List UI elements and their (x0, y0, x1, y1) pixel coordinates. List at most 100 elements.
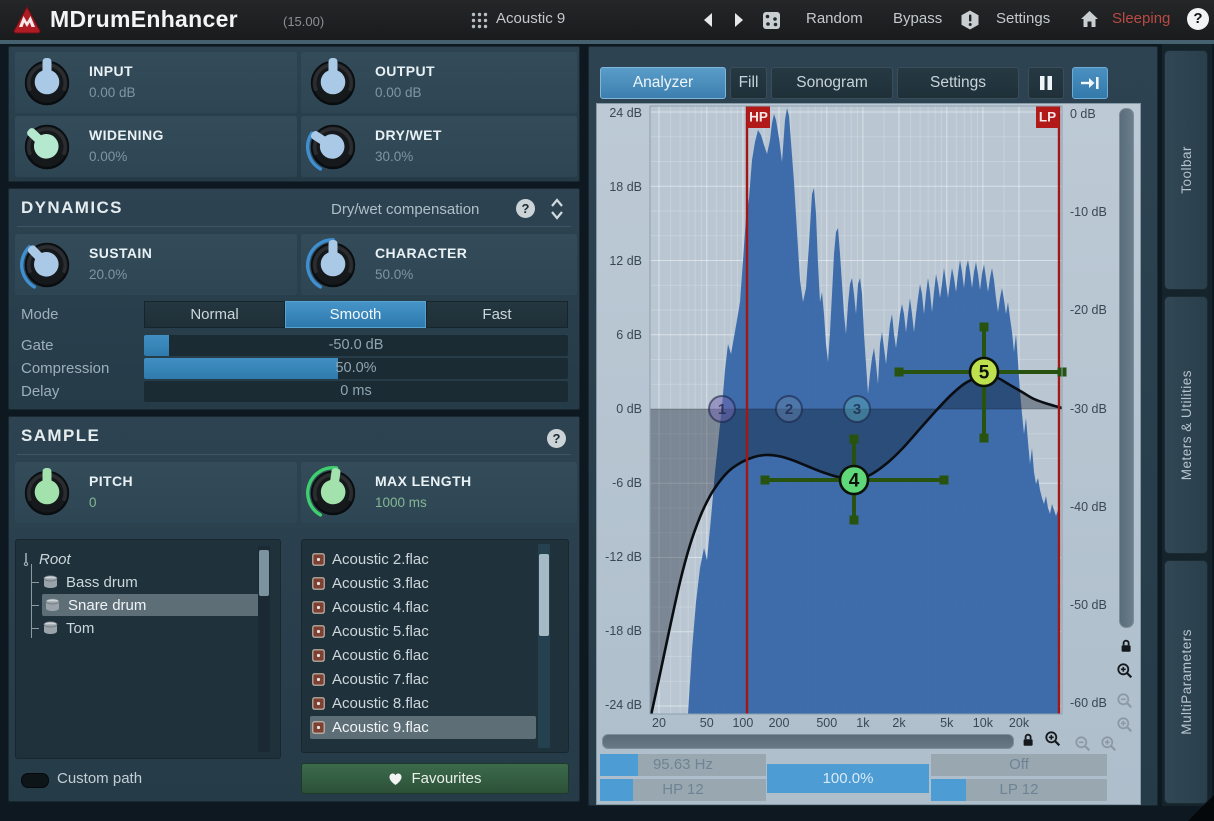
preset-name[interactable]: Acoustic 9 (496, 10, 566, 27)
file-item-acoustic-2-flac[interactable]: Acoustic 2.flac (310, 548, 536, 571)
mix-bar[interactable]: 100.0% (767, 764, 929, 793)
file-item-acoustic-3-flac[interactable]: Acoustic 3.flac (310, 572, 536, 595)
tree-item-snare-drum[interactable]: Snare drum (42, 594, 266, 616)
vertical-zoom-out-icon[interactable] (1116, 692, 1134, 715)
input-knob-row: INPUT 0.00 dB (15, 52, 297, 113)
hp-frequency-bar[interactable]: 95.63 Hz (600, 754, 766, 776)
hp-slope-bar[interactable]: HP 12 (600, 779, 766, 801)
tree-item-bass-drum[interactable]: Bass drum (42, 571, 138, 593)
previous-preset-icon[interactable] (702, 12, 714, 28)
normalize-button[interactable] (1072, 67, 1108, 99)
side-tab-meters-utilities[interactable]: Meters & Utilities (1164, 296, 1208, 554)
compression-slider[interactable]: 50.0% (144, 358, 568, 379)
vertical-zoom-slider[interactable] (1119, 108, 1134, 628)
db-scale-right-label: -60 dB (1070, 696, 1107, 710)
sample-file-icon (312, 721, 325, 734)
drywet-knob[interactable] (305, 119, 361, 180)
sustain-knob[interactable] (19, 237, 75, 298)
side-tab-label: MultiParameters (1178, 629, 1194, 735)
file-item-acoustic-5-flac[interactable]: Acoustic 5.flac (310, 620, 536, 643)
pitch-label: PITCH (89, 473, 133, 489)
tab-analyzer[interactable]: Analyzer (600, 67, 726, 99)
file-item-acoustic-8-flac[interactable]: Acoustic 8.flac (310, 692, 536, 715)
horizontal-zoom-out-icon[interactable] (1074, 735, 1092, 758)
side-tab-label: Meters & Utilities (1178, 369, 1194, 481)
arrow-to-bar-icon (1081, 77, 1099, 89)
spectrum-chart[interactable]: HP LP 1 2 3 4 5 (597, 104, 1142, 806)
db-scale-right-label: -30 dB (1070, 401, 1107, 416)
random-button[interactable]: Random (806, 10, 863, 27)
tab-settings[interactable]: Settings (897, 67, 1019, 99)
lp-slope-bar[interactable]: LP 12 (931, 779, 1107, 801)
pause-button[interactable] (1028, 67, 1064, 99)
home-icon[interactable] (1080, 10, 1099, 28)
help-icon[interactable]: ? (1187, 8, 1209, 30)
sample-file-icon (312, 697, 325, 710)
file-scrollbar-thumb[interactable] (539, 554, 549, 636)
delay-slider[interactable]: 0 ms (144, 381, 568, 402)
gate-value: -50.0 dB (328, 337, 384, 353)
drywet-knob-row: DRY/WET 30.0% (301, 116, 577, 177)
drywet-compensation-label[interactable]: Dry/wet compensation (331, 201, 480, 218)
collapse-chevrons-icon[interactable] (550, 197, 564, 221)
file-scrollbar[interactable] (538, 544, 550, 748)
character-knob[interactable] (305, 237, 361, 298)
top-accent-strip (0, 40, 1214, 44)
output-knob[interactable] (305, 55, 361, 116)
db-scale-left-label: 0 dB (616, 402, 642, 416)
file-item-acoustic-9-flac[interactable]: Acoustic 9.flac (310, 716, 536, 739)
side-tab-multiparameters[interactable]: MultiParameters (1164, 560, 1208, 804)
warning-badge-icon[interactable] (960, 10, 980, 30)
tree-scrollbar-thumb[interactable] (259, 550, 269, 596)
tree-scrollbar[interactable] (258, 546, 270, 752)
random-dice-icon[interactable] (762, 11, 781, 30)
max-length-knob[interactable] (305, 465, 361, 526)
vertical-zoom-in-icon[interactable] (1116, 662, 1134, 685)
melda-logo-icon (13, 6, 41, 34)
dynamics-panel: DYNAMICS Dry/wet compensation ? SUSTAIN … (8, 188, 580, 410)
tree-item-label: Snare drum (68, 596, 147, 614)
widening-label: WIDENING (89, 127, 164, 143)
bypass-button[interactable]: Bypass (893, 10, 943, 27)
freq-scale-label: 20k (1008, 716, 1030, 730)
horizontal-zoom-in-icon[interactable] (1044, 730, 1062, 753)
side-tab-toolbar[interactable]: Toolbar (1164, 50, 1208, 290)
file-item-acoustic-6-flac[interactable]: Acoustic 6.flac (310, 644, 536, 667)
file-item-acoustic-4-flac[interactable]: Acoustic 4.flac (310, 596, 536, 619)
custom-path-toggle[interactable] (21, 773, 49, 788)
tab-sonogram[interactable]: Sonogram (771, 67, 893, 99)
tree-item-root[interactable]: Root (22, 548, 71, 570)
lp-frequency-bar[interactable]: Off (931, 754, 1107, 776)
next-preset-icon[interactable] (733, 12, 745, 28)
lp-frequency-bar-value: Off (1009, 756, 1029, 773)
mode-fast-button[interactable]: Fast (426, 301, 568, 328)
tree-item-tom[interactable]: Tom (42, 617, 94, 639)
db-scale-right-label: -40 dB (1070, 499, 1107, 514)
db-scale-left-label: 6 dB (616, 328, 642, 342)
db-scale-left-label: -18 dB (605, 624, 642, 638)
file-item-acoustic-7-flac[interactable]: Acoustic 7.flac (310, 668, 536, 691)
gate-slider[interactable]: -50.0 dB (144, 335, 568, 356)
pitch-knob[interactable] (19, 465, 75, 526)
spectrum-analyzer-area[interactable]: HP LP 1 2 3 4 5 24 dB 18 dB 12 dB 6 dB 0 dB -6 dB -12… (596, 103, 1141, 805)
sleeping-status[interactable]: Sleeping (1112, 10, 1171, 27)
dynamics-title: DYNAMICS (21, 198, 123, 217)
delay-label: Delay (21, 383, 60, 400)
mode-normal-button[interactable]: Normal (144, 301, 285, 328)
horizontal-scrollbar[interactable] (602, 734, 1014, 749)
vertical-zoom-reset-icon[interactable] (1116, 716, 1134, 739)
widening-knob[interactable] (19, 119, 75, 180)
horizontal-zoom-reset-icon[interactable] (1100, 735, 1118, 758)
mode-smooth-button[interactable]: Smooth (285, 301, 426, 328)
resize-grip[interactable] (1188, 795, 1214, 821)
dynamics-help-icon[interactable]: ? (516, 199, 535, 218)
sample-help-icon[interactable]: ? (547, 429, 566, 448)
favourites-button[interactable]: Favourites (301, 763, 569, 794)
input-knob[interactable] (19, 55, 75, 116)
tab-fill[interactable]: Fill (730, 67, 767, 99)
horizontal-lock-icon[interactable] (1020, 732, 1036, 753)
vertical-lock-icon[interactable] (1118, 638, 1134, 659)
output-label: OUTPUT (375, 63, 435, 79)
tree-item-label: Tom (66, 619, 95, 637)
settings-button[interactable]: Settings (996, 10, 1051, 27)
